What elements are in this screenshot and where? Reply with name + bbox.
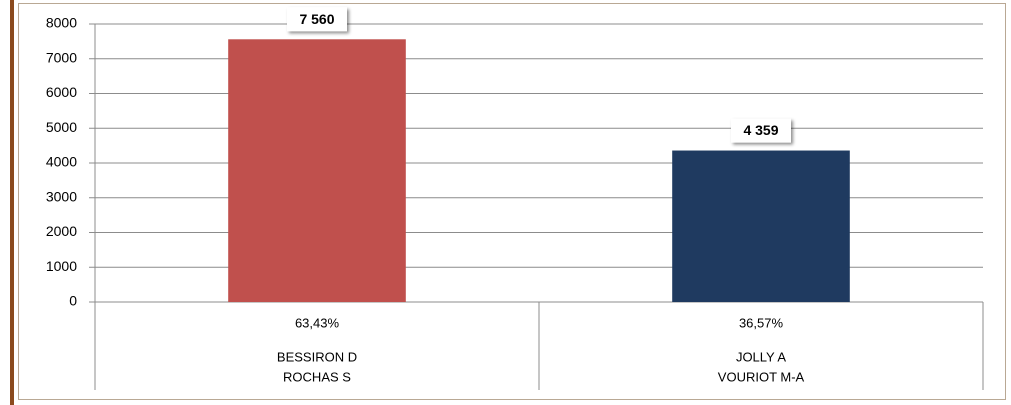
value-label: 7 560 bbox=[299, 11, 334, 27]
bar bbox=[228, 39, 406, 302]
x-tick-label: JOLLY A bbox=[736, 349, 786, 364]
side-bar bbox=[10, 0, 14, 405]
share-label: 63,43% bbox=[295, 315, 340, 330]
x-tick-label: BESSIRON D bbox=[277, 349, 357, 364]
value-label-box bbox=[731, 118, 791, 143]
y-tick-label: 4000 bbox=[46, 154, 77, 170]
y-tick-label: 5000 bbox=[46, 119, 77, 135]
y-tick-label: 3000 bbox=[46, 188, 77, 204]
y-tick-label: 6000 bbox=[46, 84, 77, 100]
value-label-box bbox=[287, 7, 347, 32]
y-tick-label: 8000 bbox=[46, 15, 77, 31]
share-label: 36,57% bbox=[739, 315, 784, 330]
x-tick-label: ROCHAS S bbox=[283, 369, 351, 384]
y-tick-label: 7000 bbox=[46, 49, 77, 65]
bar bbox=[672, 150, 850, 302]
y-tick-label: 2000 bbox=[46, 223, 77, 239]
value-label: 4 359 bbox=[743, 122, 778, 138]
y-tick-label: 1000 bbox=[46, 258, 77, 274]
chart-frame bbox=[18, 3, 1006, 400]
x-tick-label: VOURIOT M-A bbox=[718, 369, 805, 384]
y-tick-label: 0 bbox=[69, 293, 77, 309]
